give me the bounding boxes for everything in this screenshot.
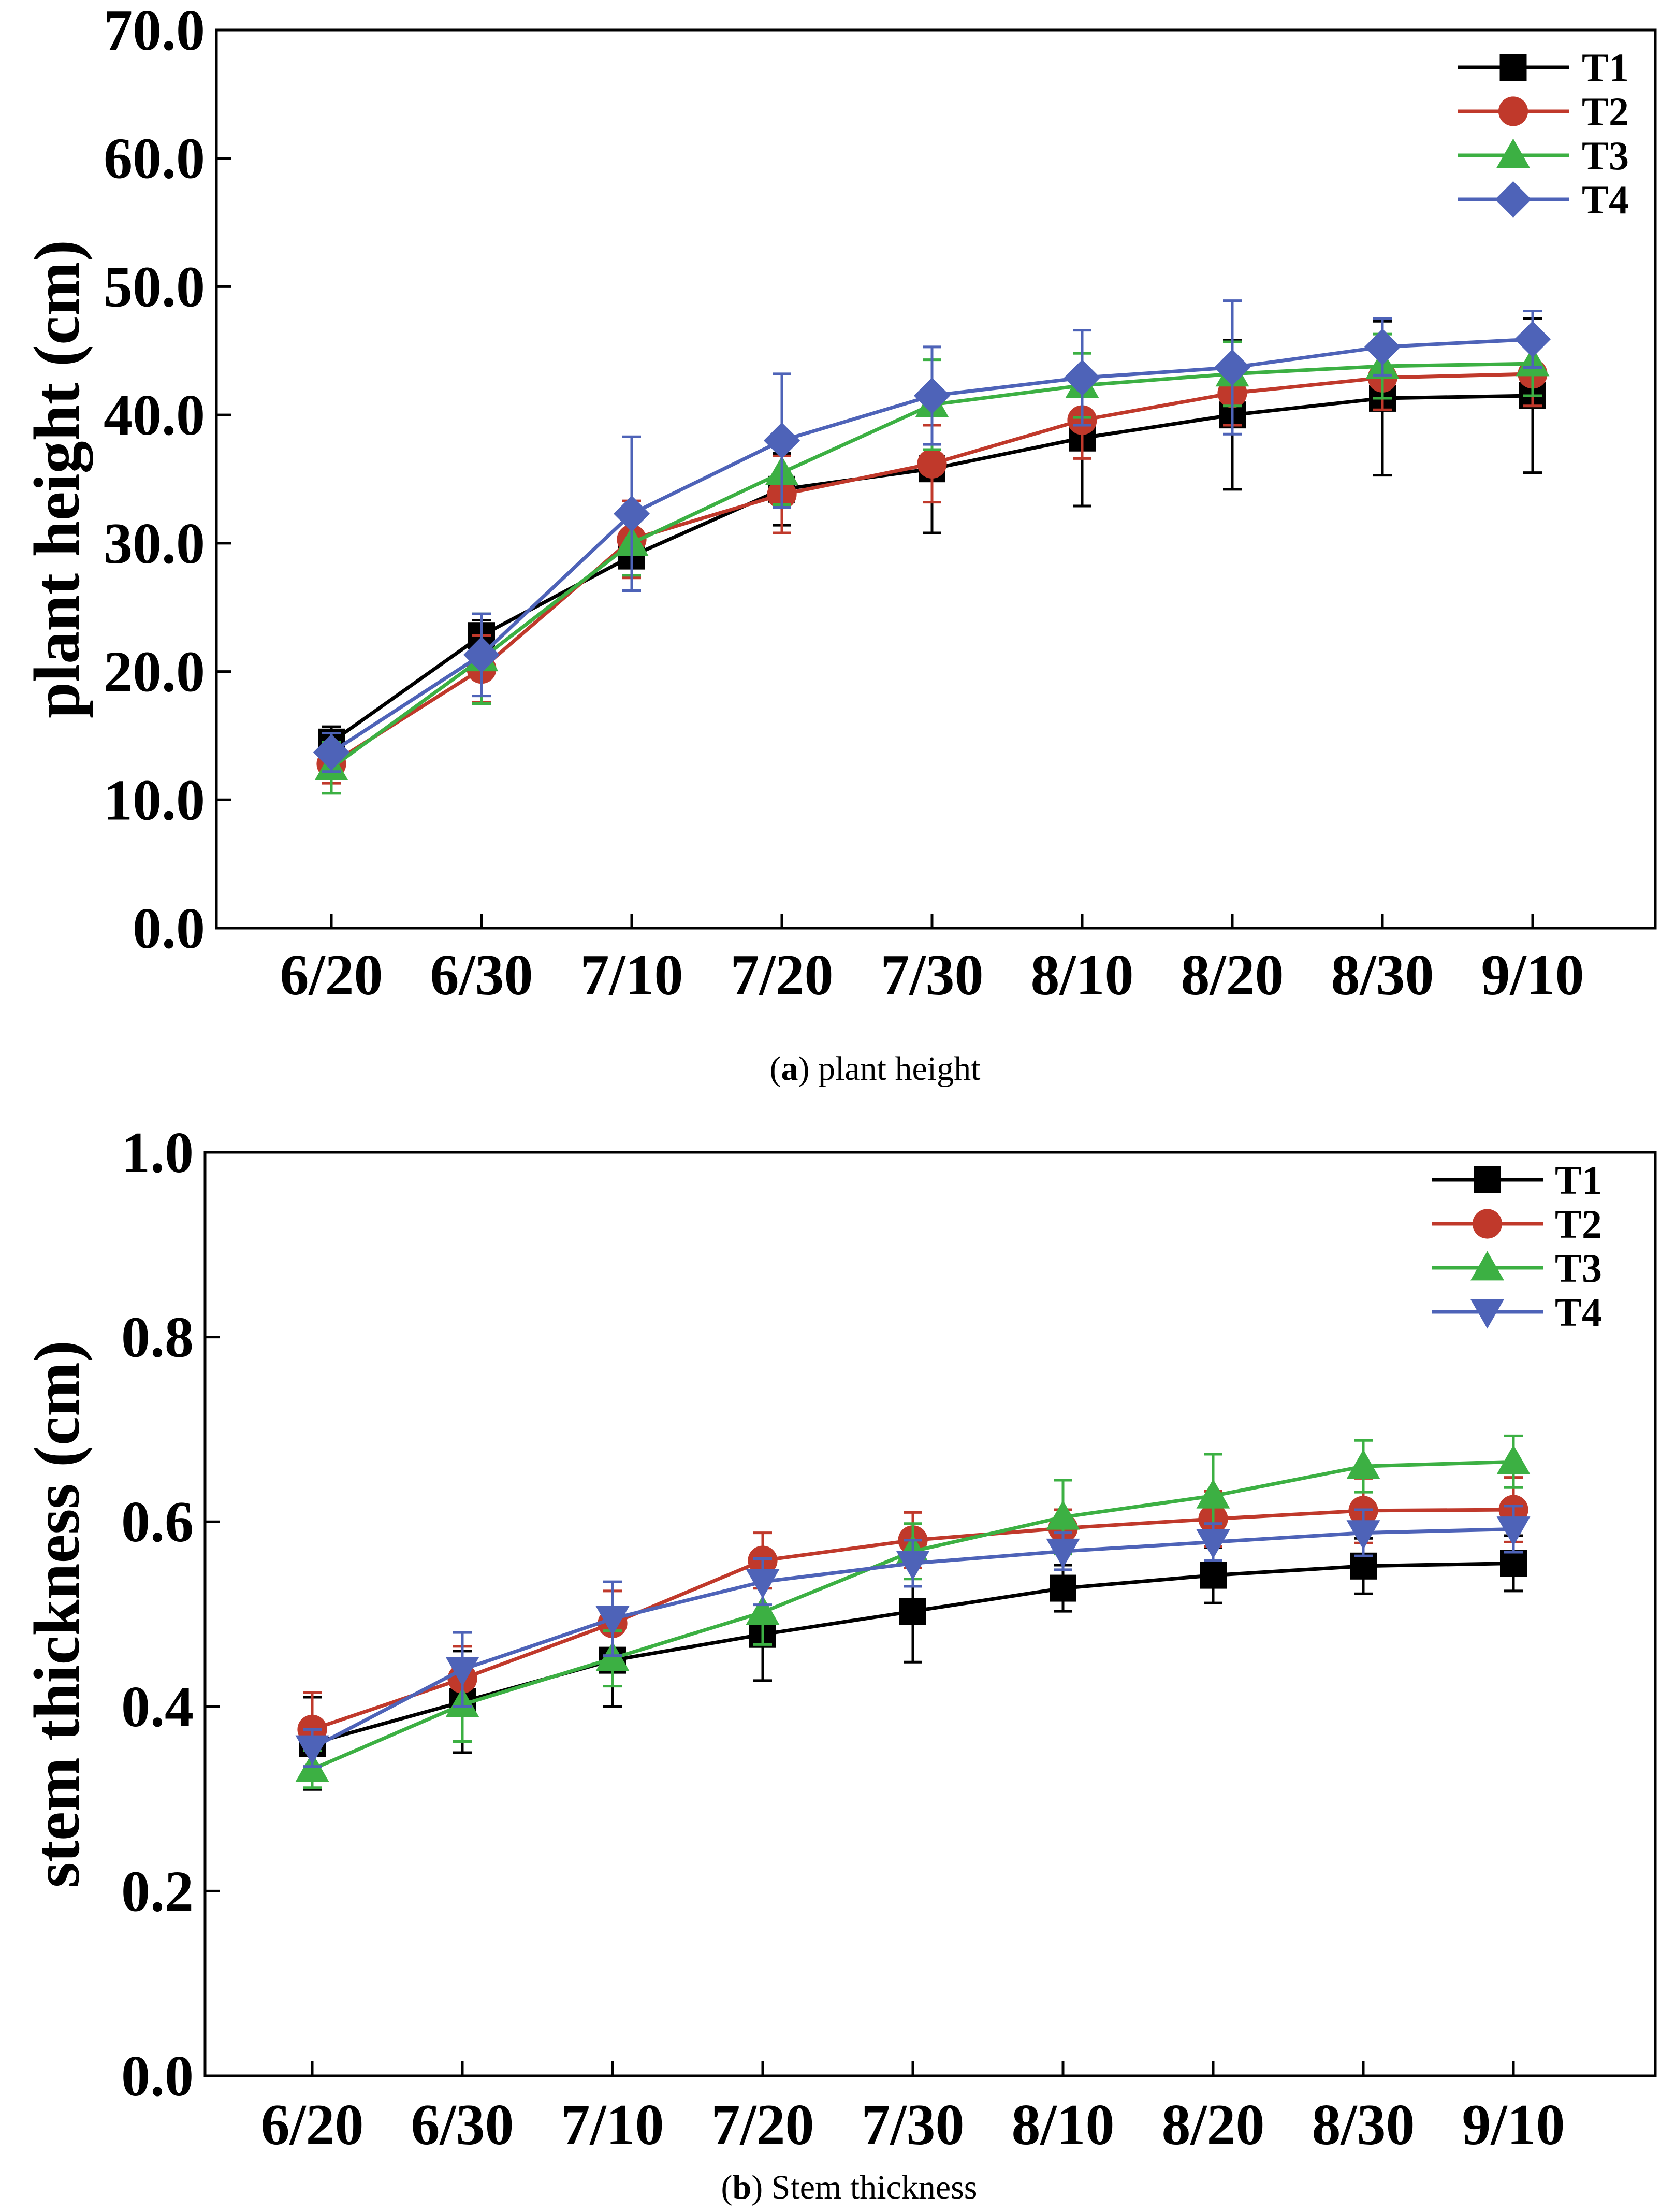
chart-panel-1: 0.0 10.0 20.0 30.0 40.0 50.0 60.0 70.0 6/20 6/30 7… [21, 0, 1657, 1088]
legend-marker [1470, 1251, 1504, 1281]
y-tick-label: 40.0 [104, 383, 205, 447]
legend-label: T3 [1582, 133, 1629, 178]
y-tick-label: 0.4 [121, 1675, 194, 1739]
data-point [463, 637, 500, 673]
data-point [1050, 1574, 1076, 1602]
data-point [746, 1569, 780, 1599]
data-point [1200, 1562, 1227, 1589]
x-tick-label: 6/30 [411, 2093, 514, 2157]
y-tick-label: 30.0 [104, 512, 205, 576]
legend-marker [1470, 1299, 1504, 1329]
legend-label: T2 [1582, 89, 1629, 134]
caption: (b) Stem thickness [721, 2168, 978, 2206]
x-tick-label: 7/20 [711, 2093, 814, 2157]
y-tick-label: 50.0 [104, 255, 205, 319]
data-point [1346, 1520, 1380, 1550]
legend-label: T4 [1555, 1290, 1602, 1335]
data-point [1364, 328, 1401, 365]
y-tick-label: 1.0 [121, 1121, 194, 1185]
legend-marker [1474, 1166, 1501, 1193]
data-point [746, 1595, 780, 1625]
y-axis-label: plant height (cm) [21, 240, 93, 718]
data-point [913, 377, 951, 414]
data-point [763, 422, 800, 459]
legend-marker [1472, 1209, 1503, 1239]
legend-label: T4 [1582, 177, 1629, 222]
legend-label: T1 [1555, 1158, 1602, 1203]
caption-paren: ( [721, 2168, 733, 2206]
legend-marker [1496, 138, 1530, 168]
data-point [1064, 359, 1101, 396]
data-point [613, 495, 650, 532]
x-tick-label: 6/20 [260, 2093, 363, 2157]
data-point [595, 1606, 630, 1636]
data-point [1514, 321, 1551, 358]
data-point [1196, 1529, 1230, 1559]
data-point [1500, 1550, 1527, 1577]
data-point [1196, 1479, 1230, 1509]
caption-letter: b [732, 2168, 751, 2206]
x-tick-label: 8/10 [1011, 2093, 1114, 2157]
data-point [1214, 349, 1251, 386]
x-tick-label: 9/10 [1481, 943, 1584, 1007]
data-point [917, 449, 947, 479]
y-axis-label: stem thickness (cm) [21, 1340, 93, 1888]
x-tick-label: 8/30 [1312, 2093, 1415, 2157]
data-point [1496, 1444, 1531, 1474]
series-t4 [313, 299, 1551, 773]
y-tick-label: 0.0 [133, 897, 205, 961]
x-tick-label: 7/10 [561, 2093, 664, 2157]
x-tick-label: 7/30 [880, 943, 983, 1007]
x-tick-label: 7/10 [580, 943, 683, 1007]
legend-label: T1 [1582, 45, 1629, 90]
x-tick-label: 8/20 [1161, 2093, 1264, 2157]
x-tick-label: 8/30 [1331, 943, 1434, 1007]
x-tick-label: 8/20 [1181, 943, 1284, 1007]
x-tick-label: 9/10 [1462, 2093, 1565, 2157]
y-tick-label: 0.6 [121, 1490, 194, 1554]
data-point [295, 1735, 329, 1765]
legend-marker [1499, 54, 1527, 81]
x-tick-label: 6/30 [430, 943, 533, 1007]
caption-text: ) Stem thickness [751, 2168, 977, 2206]
data-point [1046, 1500, 1080, 1530]
caption: (a) plant height [770, 1050, 981, 1088]
caption-paren: ( [770, 1050, 781, 1088]
y-tick-label: 0.2 [121, 1859, 194, 1924]
y-tick-label: 10.0 [104, 768, 205, 832]
caption-text: ) plant height [798, 1050, 981, 1088]
data-point [445, 1657, 479, 1686]
series-t4 [295, 1505, 1531, 1768]
data-point [313, 734, 350, 771]
plot-frame [215, 28, 1657, 930]
y-tick-label: 70.0 [104, 0, 205, 63]
data-point [1046, 1538, 1080, 1568]
x-tick-label: 8/10 [1030, 943, 1133, 1007]
data-point [1346, 1449, 1380, 1479]
plot-frame [203, 1151, 1657, 2077]
x-tick-label: 6/20 [280, 943, 383, 1007]
caption-letter: a [781, 1050, 798, 1088]
y-tick-label: 0.0 [121, 2044, 194, 2108]
chart-panel-2: 0.0 0.2 0.4 0.6 0.8 1.0 6/20 6/30 7/10 7/20 7/30 8/… [21, 1121, 1657, 2206]
legend-marker [1498, 96, 1528, 126]
x-tick-label: 7/30 [861, 2093, 964, 2157]
data-point [1496, 1516, 1531, 1546]
y-tick-label: 60.0 [104, 127, 205, 191]
data-point [896, 1551, 930, 1580]
y-tick-label: 20.0 [104, 640, 205, 704]
x-tick-label: 7/20 [730, 943, 833, 1007]
y-tick-label: 0.8 [121, 1306, 194, 1370]
legend-label: T2 [1555, 1202, 1602, 1247]
legend-marker [1495, 181, 1532, 218]
legend-label: T3 [1555, 1246, 1602, 1291]
data-point [899, 1598, 926, 1625]
